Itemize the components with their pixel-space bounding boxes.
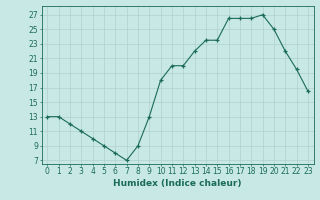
X-axis label: Humidex (Indice chaleur): Humidex (Indice chaleur) xyxy=(113,179,242,188)
